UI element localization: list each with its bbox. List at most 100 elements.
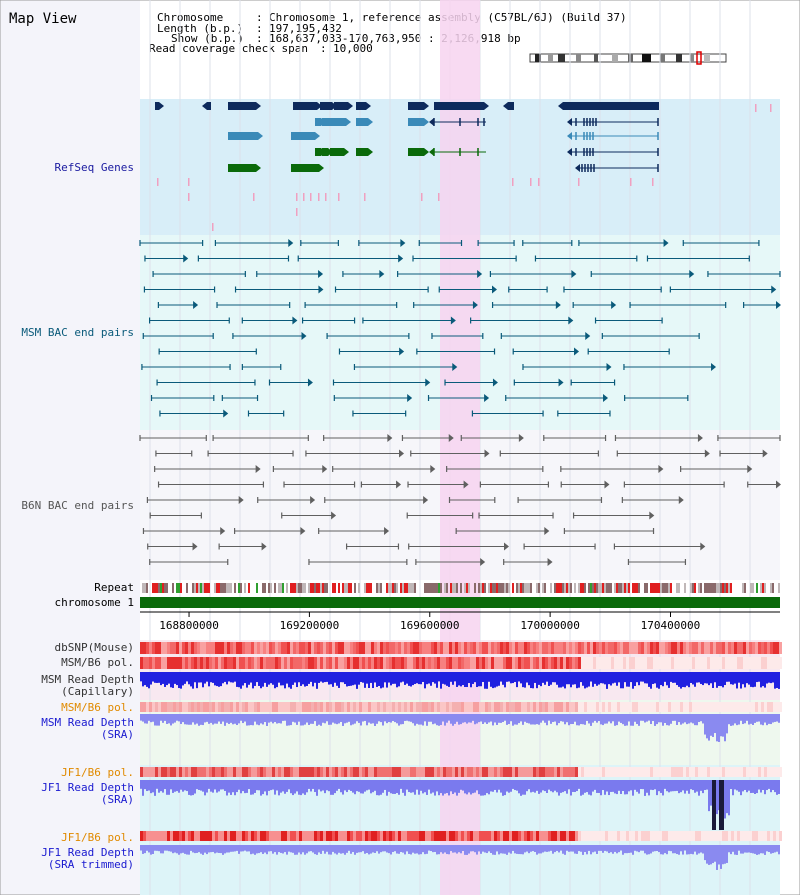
bac-end-arrow[interactable] <box>604 480 610 489</box>
gene-strand-arrow[interactable] <box>346 118 351 126</box>
gene-strand-arrow[interactable] <box>159 102 164 110</box>
gene-exon-block[interactable] <box>334 102 348 110</box>
gene-exon-block[interactable] <box>293 102 317 110</box>
selected-region-highlight[interactable] <box>440 0 480 895</box>
bac-end-arrow[interactable] <box>544 527 550 535</box>
bac-end-arrow[interactable] <box>574 347 580 356</box>
bac-end-arrow[interactable] <box>484 394 490 402</box>
gene-strand-arrow[interactable] <box>558 102 563 110</box>
b6n-bac-track-label[interactable]: B6N BAC end pairs <box>21 499 134 512</box>
bac-end-arrow[interactable] <box>571 270 577 278</box>
refseq-genes[interactable] <box>155 102 659 172</box>
bac-end-arrow[interactable] <box>384 527 390 535</box>
bac-end-arrow[interactable] <box>192 542 198 551</box>
gene-exon-block[interactable] <box>408 148 424 156</box>
bac-end-arrow[interactable] <box>322 465 328 473</box>
bac-end-arrow[interactable] <box>606 363 612 371</box>
jf1-b6-pol-trimmed-label[interactable]: JF1/B6 pol. <box>61 831 134 844</box>
bac-end-arrow[interactable] <box>658 465 664 473</box>
gene-strand-arrow[interactable] <box>315 132 320 140</box>
dbsnp-track-label[interactable]: dbSNP(Mouse) <box>55 641 134 654</box>
gene-exon-block[interactable] <box>356 118 368 126</box>
gene-strand-arrow[interactable] <box>424 102 429 110</box>
bac-end-arrow[interactable] <box>318 285 324 294</box>
bac-end-arrow[interactable] <box>484 449 490 458</box>
bac-end-arrow[interactable] <box>771 285 777 294</box>
bac-end-arrow[interactable] <box>762 449 768 458</box>
msm-bac-end-pairs[interactable] <box>139 239 781 418</box>
bac-end-arrow[interactable] <box>558 378 564 387</box>
bac-end-arrow[interactable] <box>747 465 753 473</box>
bac-end-arrow[interactable] <box>331 511 337 520</box>
bac-end-arrow[interactable] <box>568 316 574 325</box>
bac-end-arrow[interactable] <box>379 270 385 278</box>
gene-exon-block[interactable] <box>322 118 346 126</box>
gene-exon-block[interactable] <box>356 148 368 156</box>
gene-exon-block[interactable] <box>228 164 256 172</box>
gene-strand-arrow[interactable] <box>429 118 434 126</box>
gene-strand-arrow[interactable] <box>319 164 324 172</box>
gene-exon-block[interactable] <box>508 102 514 110</box>
bac-end-arrow[interactable] <box>292 316 298 325</box>
bac-end-arrow[interactable] <box>261 542 267 551</box>
bac-end-arrow[interactable] <box>492 378 498 387</box>
gene-exon-block[interactable] <box>228 102 256 110</box>
gene-strand-arrow[interactable] <box>567 148 572 156</box>
bac-end-arrow[interactable] <box>663 239 669 247</box>
bac-end-arrow[interactable] <box>463 480 469 489</box>
bac-end-arrow[interactable] <box>301 332 307 340</box>
bac-end-arrow[interactable] <box>585 332 591 340</box>
msm-depth-sra-label-1[interactable]: MSM Read Depth <box>41 716 134 729</box>
bac-end-arrow[interactable] <box>400 239 406 247</box>
gene-strand-arrow[interactable] <box>256 102 261 110</box>
msm-depth-capillary-label-1[interactable]: MSM Read Depth <box>41 673 134 686</box>
bac-end-arrow[interactable] <box>255 465 261 473</box>
gene-strand-arrow[interactable] <box>484 102 489 110</box>
gene-exon-block[interactable] <box>563 102 659 110</box>
gene-exon-block[interactable] <box>228 132 258 140</box>
bac-end-arrow[interactable] <box>689 270 695 278</box>
gene-exon-block[interactable] <box>291 164 319 172</box>
bac-end-arrow[interactable] <box>307 378 313 387</box>
bac-end-arrow[interactable] <box>310 496 316 504</box>
gene-strand-arrow[interactable] <box>429 148 434 156</box>
bac-end-arrow[interactable] <box>555 301 561 309</box>
gene-exon-block[interactable] <box>408 118 424 126</box>
bac-end-arrow[interactable] <box>318 270 324 278</box>
bac-end-arrow[interactable] <box>399 347 405 356</box>
bac-end-arrow[interactable] <box>547 558 553 566</box>
bac-end-arrow[interactable] <box>678 496 684 504</box>
bac-end-arrow[interactable] <box>697 434 703 442</box>
bac-end-arrow[interactable] <box>603 394 609 402</box>
msm-bac-track-label[interactable]: MSM BAC end pairs <box>21 326 134 339</box>
chromosome-track-label[interactable]: chromosome 1 <box>55 596 134 609</box>
msm-b6-pol-sra-label[interactable]: MSM/B6 pol. <box>61 701 134 714</box>
gene-strand-arrow[interactable] <box>256 164 261 172</box>
gene-strand-arrow[interactable] <box>424 148 429 156</box>
gene-strand-arrow[interactable] <box>503 102 508 110</box>
bac-end-arrow[interactable] <box>288 239 294 247</box>
bac-end-arrow[interactable] <box>398 254 404 263</box>
bac-end-arrow[interactable] <box>423 496 429 504</box>
bac-end-arrow[interactable] <box>223 409 229 418</box>
gene-exon-block[interactable] <box>207 102 211 110</box>
gene-strand-arrow[interactable] <box>368 118 373 126</box>
gene-strand-arrow[interactable] <box>366 102 371 110</box>
bac-end-arrow[interactable] <box>776 301 781 309</box>
bac-end-arrow[interactable] <box>700 542 706 551</box>
gene-strand-arrow[interactable] <box>575 164 580 172</box>
bac-end-arrow[interactable] <box>399 449 405 458</box>
bac-end-arrow[interactable] <box>407 394 413 402</box>
gene-strand-arrow[interactable] <box>348 102 353 110</box>
bac-end-arrow[interactable] <box>704 449 710 458</box>
gene-exon-block[interactable] <box>315 148 321 156</box>
gene-strand-arrow[interactable] <box>567 132 572 140</box>
bac-end-arrow[interactable] <box>649 511 655 520</box>
gene-strand-arrow[interactable] <box>202 102 207 110</box>
gene-strand-arrow[interactable] <box>258 132 263 140</box>
msm-b6-pol-capillary-label[interactable]: MSM/B6 pol. <box>61 656 134 669</box>
gene-strand-arrow[interactable] <box>344 148 349 156</box>
bac-end-arrow[interactable] <box>503 542 509 551</box>
chromosome-ideogram[interactable] <box>529 51 727 65</box>
bac-end-arrow[interactable] <box>711 363 717 371</box>
